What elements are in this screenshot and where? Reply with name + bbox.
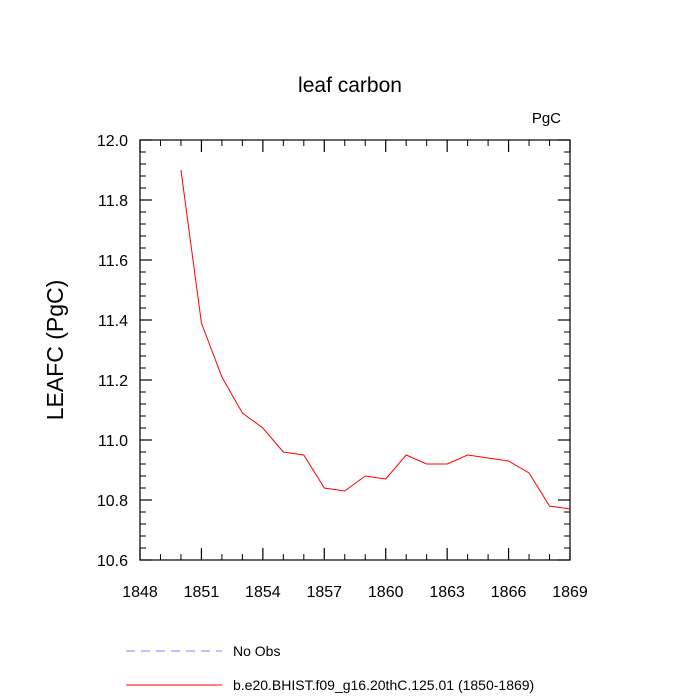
legend-series-label: b.e20.BHIST.f09_g16.20thC.125.01 (1850-1… — [233, 677, 534, 693]
x-tick-label: 1851 — [184, 584, 220, 601]
x-tick-label: 1863 — [429, 584, 465, 601]
legend-no-obs-label: No Obs — [233, 643, 280, 659]
x-tick-label: 1854 — [245, 584, 281, 601]
legend: No Obs b.e20.BHIST.f09_g16.20thC.125.01 … — [126, 643, 534, 693]
series-line-0 — [180, 169, 571, 510]
y-tick-label: 11.6 — [98, 253, 128, 270]
y-axis-label: LEAFC (PgC) — [42, 280, 68, 421]
x-tick-label: 1860 — [368, 584, 404, 601]
units-label: PgC — [532, 110, 561, 127]
x-tick-label: 1869 — [552, 584, 588, 601]
x-tick-label: 1848 — [122, 584, 158, 601]
plot-frame — [139, 139, 571, 561]
y-tick-label: 11.8 — [98, 193, 128, 210]
y-tick-label: 10.8 — [97, 493, 128, 510]
y-tick-label: 11.0 — [98, 433, 128, 450]
series-layer — [180, 169, 571, 510]
y-tick-label: 11.2 — [98, 373, 128, 390]
chart-title: leaf carbon — [298, 74, 402, 97]
x-tick-label: 1857 — [306, 584, 342, 601]
axis-tick-labels: 1848 1851 1854 1857 1860 1863 1866 1869 10.6 10.8… — [97, 133, 588, 601]
y-tick-label: 10.6 — [97, 553, 128, 570]
y-tick-label: 11.4 — [98, 313, 128, 330]
x-tick-label: 1866 — [491, 584, 527, 601]
y-tick-label: 12.0 — [97, 133, 128, 150]
axis-ticks — [139, 139, 571, 561]
